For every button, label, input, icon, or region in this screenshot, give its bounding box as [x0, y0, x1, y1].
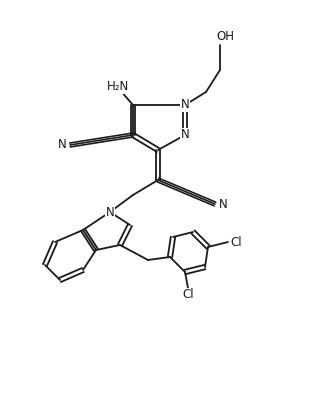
Text: N: N — [58, 138, 66, 152]
Text: Cl: Cl — [182, 288, 194, 302]
Text: N: N — [181, 128, 189, 142]
Text: N: N — [106, 206, 114, 218]
Text: N: N — [181, 98, 189, 112]
Text: OH: OH — [216, 30, 234, 44]
Text: H₂N: H₂N — [107, 80, 129, 94]
Text: Cl: Cl — [230, 236, 242, 248]
Text: N: N — [219, 198, 227, 212]
